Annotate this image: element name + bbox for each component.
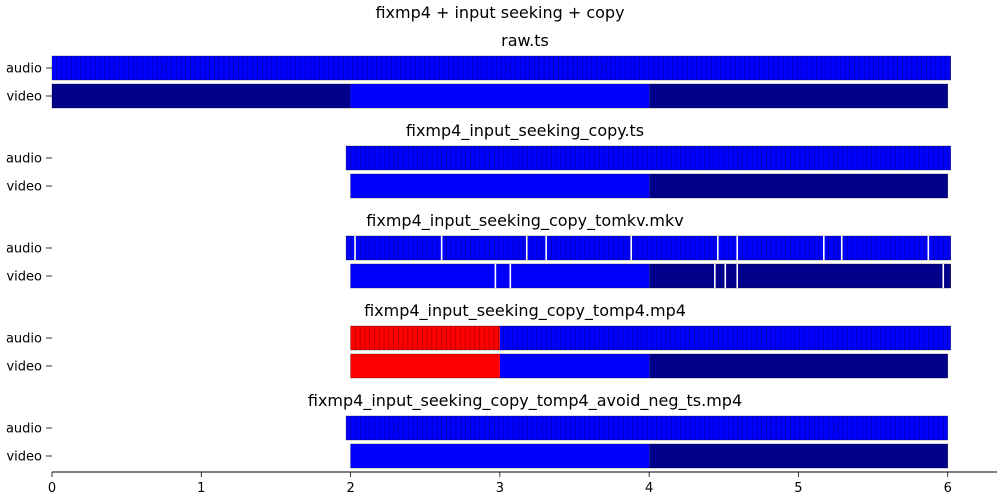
track-gap [630, 236, 633, 260]
track-gap [717, 236, 719, 260]
track-segment [350, 264, 650, 288]
track-gap [736, 236, 739, 260]
panel: fixmp4_input_seeking_copy_tomp4_avoid_ne… [6, 391, 949, 469]
track-segment [52, 84, 351, 108]
track-outline [350, 325, 952, 351]
track-segment [350, 326, 500, 350]
track-gap [440, 236, 443, 260]
track-gap [354, 236, 356, 260]
track-segment [499, 326, 951, 350]
panel: fixmp4_input_seeking_copy_tomp4.mp4audio… [6, 301, 952, 379]
track-segment [649, 444, 948, 468]
track-segment [52, 56, 951, 80]
x-tick-label: 6 [944, 481, 952, 496]
packet-separators [350, 416, 944, 440]
panel-title: fixmp4_input_seeking_copy_tomp4.mp4 [364, 301, 686, 321]
track-segment [346, 146, 951, 170]
figure-title: fixmp4 + input seeking + copy [375, 3, 624, 22]
track-label: audio [6, 62, 42, 77]
track-segment [350, 444, 650, 468]
panel: fixmp4_input_seeking_copy_tomkv.mkvaudio… [6, 211, 952, 289]
track-segment [649, 84, 948, 108]
track-segment [649, 174, 948, 198]
panel-title: raw.ts [501, 31, 549, 50]
x-tick-label: 2 [346, 481, 354, 496]
track-label: audio [6, 242, 42, 257]
track-label: video [6, 270, 42, 285]
track-segment [350, 84, 650, 108]
packet-separators [56, 56, 951, 80]
x-tick-label: 0 [48, 481, 56, 496]
track-outline [350, 263, 952, 289]
track-gap [724, 264, 727, 288]
panel-title: fixmp4_input_seeking_copy_tomkv.mkv [366, 211, 683, 231]
track-outline [345, 235, 952, 261]
track-label: audio [6, 152, 42, 167]
x-tick-label: 5 [794, 481, 802, 496]
track-outline [51, 83, 949, 109]
track-label: video [6, 180, 42, 195]
packet-separators [350, 146, 949, 170]
track-label: audio [6, 332, 42, 347]
x-axis: 0 1 2 3 4 5 6 [48, 471, 997, 496]
track-gap [714, 264, 716, 288]
track-outline [345, 145, 952, 171]
track-gap [840, 236, 843, 260]
track-outline [350, 173, 949, 199]
track-gap [509, 264, 512, 288]
track-segment [350, 354, 500, 378]
track-outline [345, 415, 949, 441]
x-tick-label: 1 [197, 481, 205, 496]
panels: raw.tsaudiovideofixmp4_input_seeking_cop… [6, 31, 952, 469]
x-tick-label: 3 [496, 481, 504, 496]
panel-title: fixmp4_input_seeking_copy.ts [406, 121, 644, 141]
track-outline [350, 443, 949, 469]
track-outline [51, 55, 952, 81]
track-segment [649, 264, 951, 288]
track-outline [350, 353, 949, 379]
x-tick-label: 4 [645, 481, 653, 496]
track-gap [545, 236, 547, 260]
track-segment [649, 354, 948, 378]
track-segment [350, 174, 650, 198]
track-label: video [6, 450, 42, 465]
panel: raw.ts audio video [6, 31, 952, 109]
track-segment [499, 354, 650, 378]
track-gap [525, 236, 528, 260]
panel-title: fixmp4_input_seeking_copy_tomp4_avoid_ne… [308, 391, 742, 411]
track-label: video [6, 360, 42, 375]
track-gap [823, 236, 825, 260]
track-gap [494, 264, 497, 288]
track-gap [736, 264, 739, 288]
track-gap [942, 264, 945, 288]
track-label: video [6, 90, 42, 105]
track-label: audio [6, 422, 42, 437]
packet-separators [355, 326, 949, 350]
track-segment [346, 236, 951, 260]
track-segment [346, 416, 948, 440]
track-gap [927, 236, 930, 260]
